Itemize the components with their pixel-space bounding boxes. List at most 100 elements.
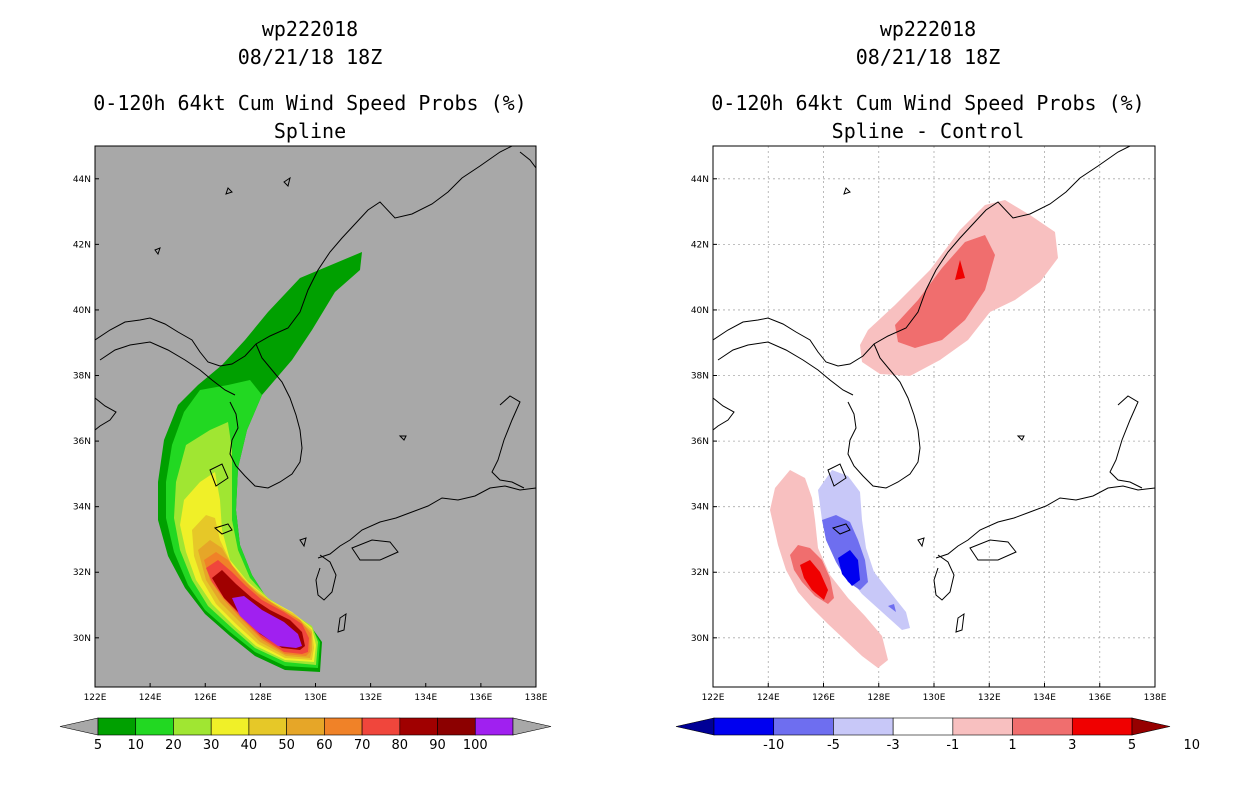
colorbar-box: [210, 717, 250, 736]
colorbar-label: 3: [1068, 738, 1076, 753]
x-tick-label: 122E: [702, 693, 725, 703]
left-coast-japan-north: [491, 395, 525, 489]
colorbar-label: 80: [392, 738, 409, 753]
colorbar-label: 90: [429, 738, 446, 753]
colorbar-box: [361, 717, 401, 736]
colorbar-under-triangle: [59, 717, 99, 736]
y-tick-label: 30N: [691, 634, 709, 644]
colorbar-label: 1: [1008, 738, 1016, 753]
left-coast-china-north: [99, 341, 236, 396]
x-tick-label: 128E: [249, 693, 272, 703]
left-coast-islands-3: [154, 247, 161, 256]
right-axis-ticks: 122E 124E 126E 128E 130E 132E 134E 136E 138E 30N 3…: [691, 175, 1167, 703]
colorbar-box: [773, 717, 834, 736]
x-tick-label: 136E: [1088, 693, 1111, 703]
left-coast-japan-honshu: [317, 485, 536, 559]
x-tick-label: 124E: [139, 693, 162, 703]
colorbar-label: 60: [316, 738, 333, 753]
colorbar-box: [833, 717, 894, 736]
colorbar-label: 5: [94, 738, 102, 753]
y-tick-label: 40N: [73, 306, 91, 316]
colorbar-label: 5: [1128, 738, 1136, 753]
right-coast-islands-3: [917, 537, 925, 548]
y-tick-label: 30N: [73, 634, 91, 644]
colorbar-over-triangle: [512, 717, 552, 736]
colorbar-box: [286, 717, 325, 736]
colorbar-box: [713, 717, 775, 736]
right-coast-shikoku: [969, 539, 1017, 561]
left-coast-kyushu: [315, 554, 337, 601]
right-contour-minus1: [818, 470, 910, 630]
x-tick-label: 124E: [757, 693, 780, 703]
left-title-date: 08/21/18 18Z: [237, 45, 383, 69]
colorbar-label: 10: [1183, 738, 1200, 753]
colorbar-box: [437, 717, 476, 736]
right-coast-japan-north: [1109, 395, 1143, 489]
right-title-storm: wp222018: [879, 17, 977, 41]
y-tick-label: 38N: [691, 372, 709, 382]
right-coast-islands-1: [843, 187, 851, 195]
x-tick-label: 130E: [923, 693, 946, 703]
colorbar-label: 30: [203, 738, 220, 753]
x-tick-label: 134E: [414, 693, 437, 703]
right-coast-china-korea-north: [713, 146, 1131, 367]
right-coast-tanegashima: [955, 612, 965, 633]
right-coast-korea-peninsula: [847, 343, 921, 489]
left-coast-islands-4: [398, 435, 407, 441]
right-contour-plus3-north: [895, 235, 995, 348]
x-tick-label: 128E: [867, 693, 890, 703]
x-tick-label: 126E: [194, 693, 217, 703]
right-coast-japan-honshu: [935, 485, 1155, 559]
x-tick-label: 136E: [469, 693, 492, 703]
y-tick-label: 36N: [73, 437, 91, 447]
x-tick-label: 138E: [1144, 693, 1167, 703]
left-coast-korea-peninsula: [229, 343, 303, 489]
left-coast-peninsula-sw: [209, 463, 229, 487]
left-contour-100: [232, 596, 302, 648]
x-tick-label: 122E: [84, 693, 107, 703]
y-tick-label: 34N: [691, 503, 709, 513]
colorbar-label: 40: [241, 738, 258, 753]
left-coast-hokkaido: [519, 151, 536, 169]
colorbar-box: [1012, 717, 1073, 736]
left-coast-shikoku: [351, 539, 399, 561]
right-coast-islands-2: [1016, 435, 1025, 441]
right-contour-plus5-north: [955, 260, 965, 280]
colorbar-box: [399, 717, 438, 736]
left-colorbar: 5 10 20 30 40 50 60 70 80 90 100: [59, 717, 552, 753]
left-coastlines: [95, 146, 536, 633]
right-title-method: Spline - Control: [831, 119, 1025, 143]
right-contour-plus5-south: [800, 560, 828, 600]
left-coast-china-east: [95, 397, 117, 431]
left-axis-ticks: 122E 124E 126E 128E 130E 132E 134E 136E 138E 30N 3…: [73, 175, 548, 703]
left-coast-jeju: [213, 523, 233, 535]
colorbar-box: [173, 717, 212, 736]
colorbar-box: [952, 717, 1013, 736]
colorbar-label: -5: [827, 738, 840, 753]
left-coast-islands-1: [225, 187, 233, 195]
colorbar-label: -10: [763, 738, 784, 753]
left-panel: 122E 124E 126E 128E 130E 132E 134E 136E 138E 30N 3…: [59, 145, 552, 753]
x-tick-label: 132E: [978, 693, 1001, 703]
right-contour-minus1-tip: [888, 604, 896, 612]
right-coast-china-east: [713, 397, 735, 431]
right-difference-contours: [770, 200, 1058, 668]
right-coast-peninsula-sw: [827, 463, 847, 487]
colorbar-box: [324, 717, 363, 736]
left-probability-contours: [158, 252, 362, 672]
colorbar-label: 10: [127, 738, 144, 753]
right-colorbar: -10 -5 -3 -1 1 3 5 10: [675, 717, 1200, 753]
colorbar-box: [248, 717, 287, 736]
x-tick-label: 130E: [304, 693, 327, 703]
left-title-storm: wp222018: [261, 17, 359, 41]
y-tick-label: 38N: [73, 372, 91, 382]
colorbar-label: -3: [887, 738, 900, 753]
colorbar-label: 50: [278, 738, 295, 753]
colorbar-box: [474, 717, 514, 736]
y-tick-label: 42N: [691, 240, 709, 250]
right-contour-minus5: [838, 550, 860, 586]
colorbar-box: [135, 717, 174, 736]
y-tick-label: 36N: [691, 437, 709, 447]
right-coast-jeju: [831, 523, 851, 535]
